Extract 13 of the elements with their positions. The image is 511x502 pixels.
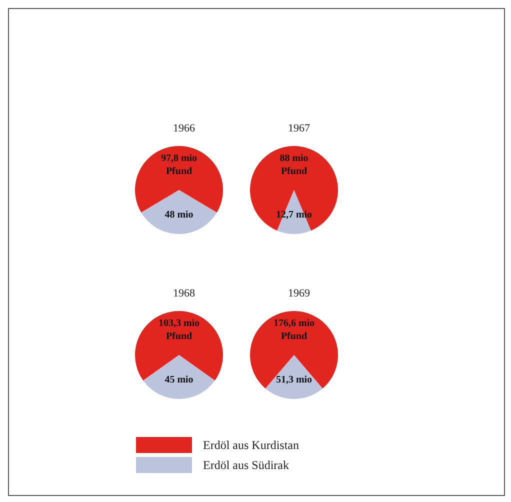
legend-label: Erdöl aus Kurdistan [203,438,299,452]
data-label: 103,3 mio Pfund [158,318,200,342]
data-label: 176,6 mio Pfund [273,318,315,342]
slice-label: 1968 [173,288,196,300]
slice-label: 1969 [288,288,310,300]
data-label: 51,3 mio [276,374,312,386]
data-label: 97,8 mio Pfund [160,153,198,177]
data-label: 48 mio [164,210,194,220]
legend-label: Erdöl aus Südirak [203,458,289,472]
data-label: 45 mio [164,374,194,386]
slice-label: 1966 [173,122,196,134]
slice-label: 1967 [288,122,310,134]
data-label: 88 mio Pfund [280,153,308,177]
